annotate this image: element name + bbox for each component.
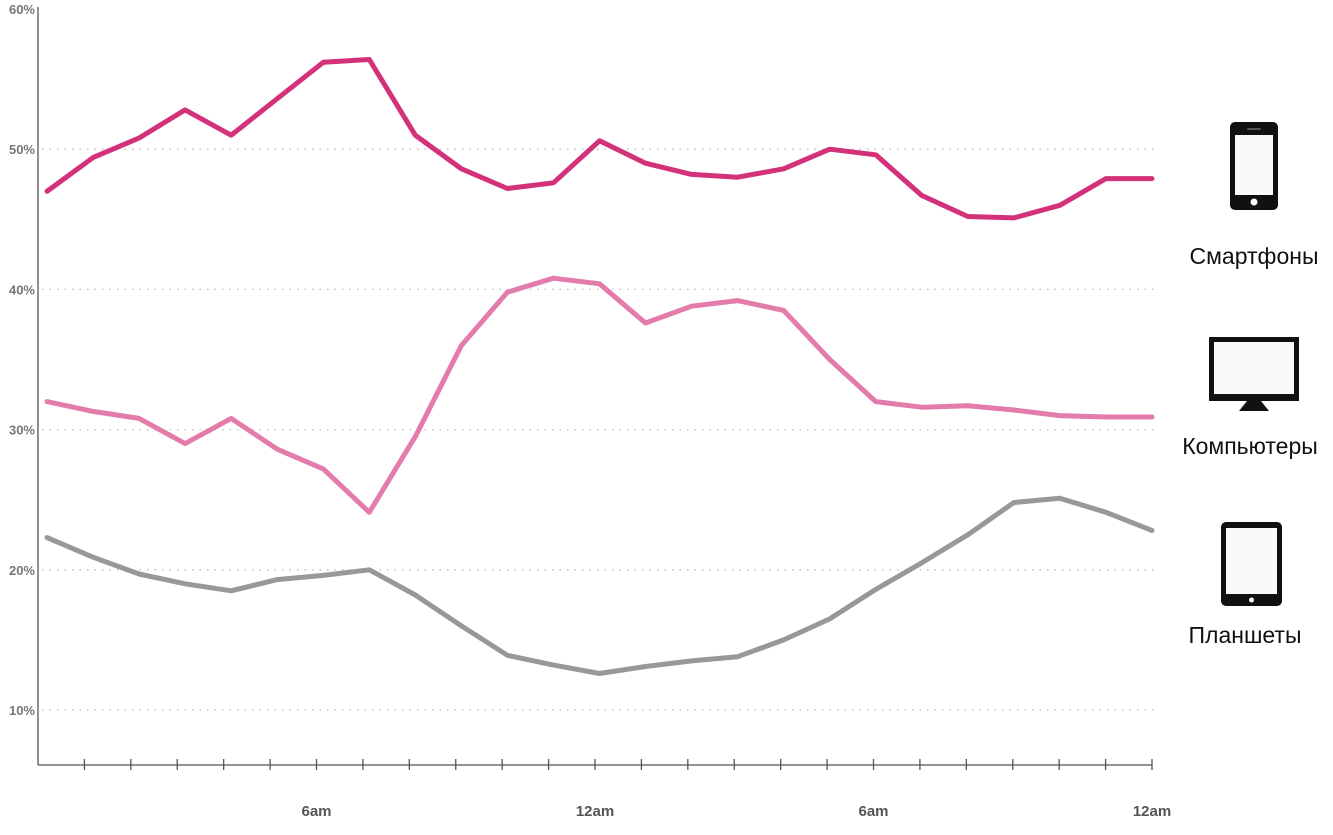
series-line-computers	[44, 275, 1155, 515]
y-tick-label: 50%	[9, 142, 35, 157]
y-tick-label: 20%	[9, 563, 35, 578]
x-tick-label: 12am	[576, 803, 614, 820]
y-tick-label: 30%	[9, 423, 35, 438]
y-tick-label: 60%	[9, 2, 35, 17]
y-tick-label: 10%	[9, 703, 35, 718]
x-tick-label: 12am	[1133, 803, 1171, 820]
smartphone-icon	[1230, 122, 1278, 210]
x-tick-label: 6am	[858, 803, 888, 820]
gridlines	[42, 148, 1158, 711]
series-lines	[44, 57, 1155, 676]
legend-label-computers: Компьютеры	[1182, 433, 1318, 459]
y-tick-label: 40%	[9, 282, 35, 297]
tablet-icon	[1221, 522, 1282, 606]
x-axis-ticks: 6am 12am 6am 12am	[301, 803, 1171, 820]
axes	[37, 7, 1153, 770]
x-tick-label: 6am	[301, 803, 331, 820]
legend-label-smartphones: Смартфоны	[1190, 243, 1319, 269]
series-line-smartphones	[44, 57, 1155, 221]
y-axis-ticks: 60% 50% 40% 30% 20% 10%	[9, 2, 35, 718]
legend: Смартфоны Компьютеры Планшеты	[1182, 122, 1318, 648]
series-line-tablets	[44, 495, 1155, 676]
desktop-monitor-icon	[1209, 337, 1299, 411]
legend-label-tablets: Планшеты	[1189, 622, 1302, 648]
